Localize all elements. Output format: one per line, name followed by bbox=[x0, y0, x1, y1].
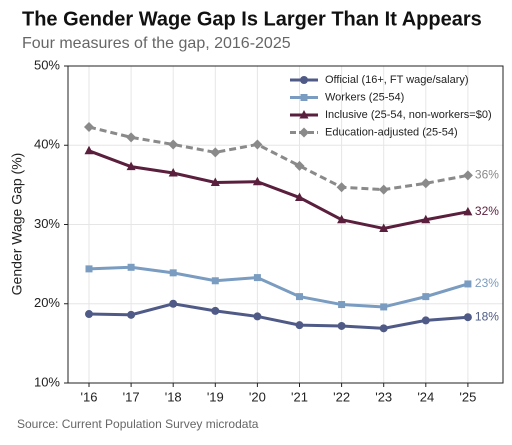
series-line bbox=[88, 265, 469, 309]
point bbox=[462, 170, 473, 181]
point bbox=[337, 214, 347, 224]
point bbox=[300, 76, 308, 84]
point bbox=[211, 277, 219, 285]
point bbox=[127, 310, 136, 319]
point bbox=[295, 321, 304, 330]
point bbox=[252, 176, 262, 186]
x-tick-label: '20 bbox=[249, 389, 266, 404]
point bbox=[210, 177, 220, 186]
point bbox=[337, 321, 346, 330]
point bbox=[378, 184, 389, 195]
plot-frame bbox=[67, 65, 504, 384]
end-label: 36% bbox=[475, 168, 499, 182]
x-tick-label: '22 bbox=[333, 389, 350, 404]
y-tick-label: 50% bbox=[34, 57, 60, 72]
x-tick-label: '19 bbox=[207, 389, 224, 404]
x-tick-label: '21 bbox=[291, 389, 308, 404]
y-tick-label: 20% bbox=[34, 295, 60, 310]
point bbox=[85, 310, 93, 319]
y-tick-label: 30% bbox=[34, 216, 60, 231]
x-tick-label: '16 bbox=[81, 389, 98, 404]
legend-label: Workers (25-54) bbox=[325, 91, 404, 103]
point bbox=[296, 293, 303, 301]
point bbox=[380, 303, 388, 311]
point bbox=[299, 110, 309, 119]
point bbox=[168, 167, 178, 177]
series-line bbox=[88, 302, 469, 330]
point bbox=[421, 316, 430, 325]
legend-label: Inclusive (25-54, non-workers=$0) bbox=[325, 109, 492, 121]
legend-label: Education-adjusted (25-54) bbox=[325, 126, 458, 138]
point bbox=[168, 139, 179, 150]
point bbox=[126, 132, 137, 143]
legend-label: Official (16+, FT wage/salary) bbox=[325, 74, 469, 86]
point bbox=[169, 299, 178, 308]
point bbox=[420, 178, 431, 189]
y-tick-label: 40% bbox=[34, 137, 60, 152]
point bbox=[294, 160, 305, 171]
point bbox=[84, 145, 94, 155]
series-line bbox=[88, 149, 469, 230]
x-tick-label: '17 bbox=[123, 389, 140, 404]
x-tick-label: '23 bbox=[375, 389, 392, 404]
point bbox=[295, 192, 304, 202]
point bbox=[336, 182, 347, 193]
point bbox=[210, 147, 221, 158]
point bbox=[252, 139, 263, 150]
point bbox=[421, 214, 431, 224]
point bbox=[463, 206, 473, 216]
chart-subtitle: Four measures of the gap, 2016-2025 bbox=[22, 35, 291, 52]
point bbox=[463, 313, 472, 322]
y-tick-label: 10% bbox=[34, 374, 60, 389]
point bbox=[211, 306, 220, 315]
point bbox=[422, 293, 430, 301]
x-tick-label: '25 bbox=[459, 389, 476, 404]
point bbox=[464, 280, 472, 288]
chart-title: The Gender Wage Gap Is Larger Than It Ap… bbox=[22, 8, 482, 30]
point bbox=[299, 127, 309, 138]
y-axis-label: Gender Wage Gap (%) bbox=[9, 153, 25, 296]
point bbox=[126, 161, 136, 171]
end-label: 23% bbox=[475, 276, 499, 290]
point bbox=[379, 324, 388, 333]
point bbox=[253, 274, 261, 282]
x-tick-label: '24 bbox=[417, 389, 434, 404]
point bbox=[300, 94, 308, 101]
point bbox=[379, 223, 389, 232]
x-tick-label: '18 bbox=[165, 389, 182, 404]
point bbox=[338, 301, 346, 309]
end-label: 18% bbox=[475, 309, 499, 323]
point bbox=[127, 263, 135, 271]
point bbox=[85, 265, 93, 273]
point bbox=[169, 269, 177, 277]
source-note: Source: Current Population Survey microd… bbox=[17, 417, 259, 431]
point bbox=[253, 312, 262, 321]
point bbox=[84, 122, 94, 133]
end-label: 32% bbox=[475, 204, 499, 218]
